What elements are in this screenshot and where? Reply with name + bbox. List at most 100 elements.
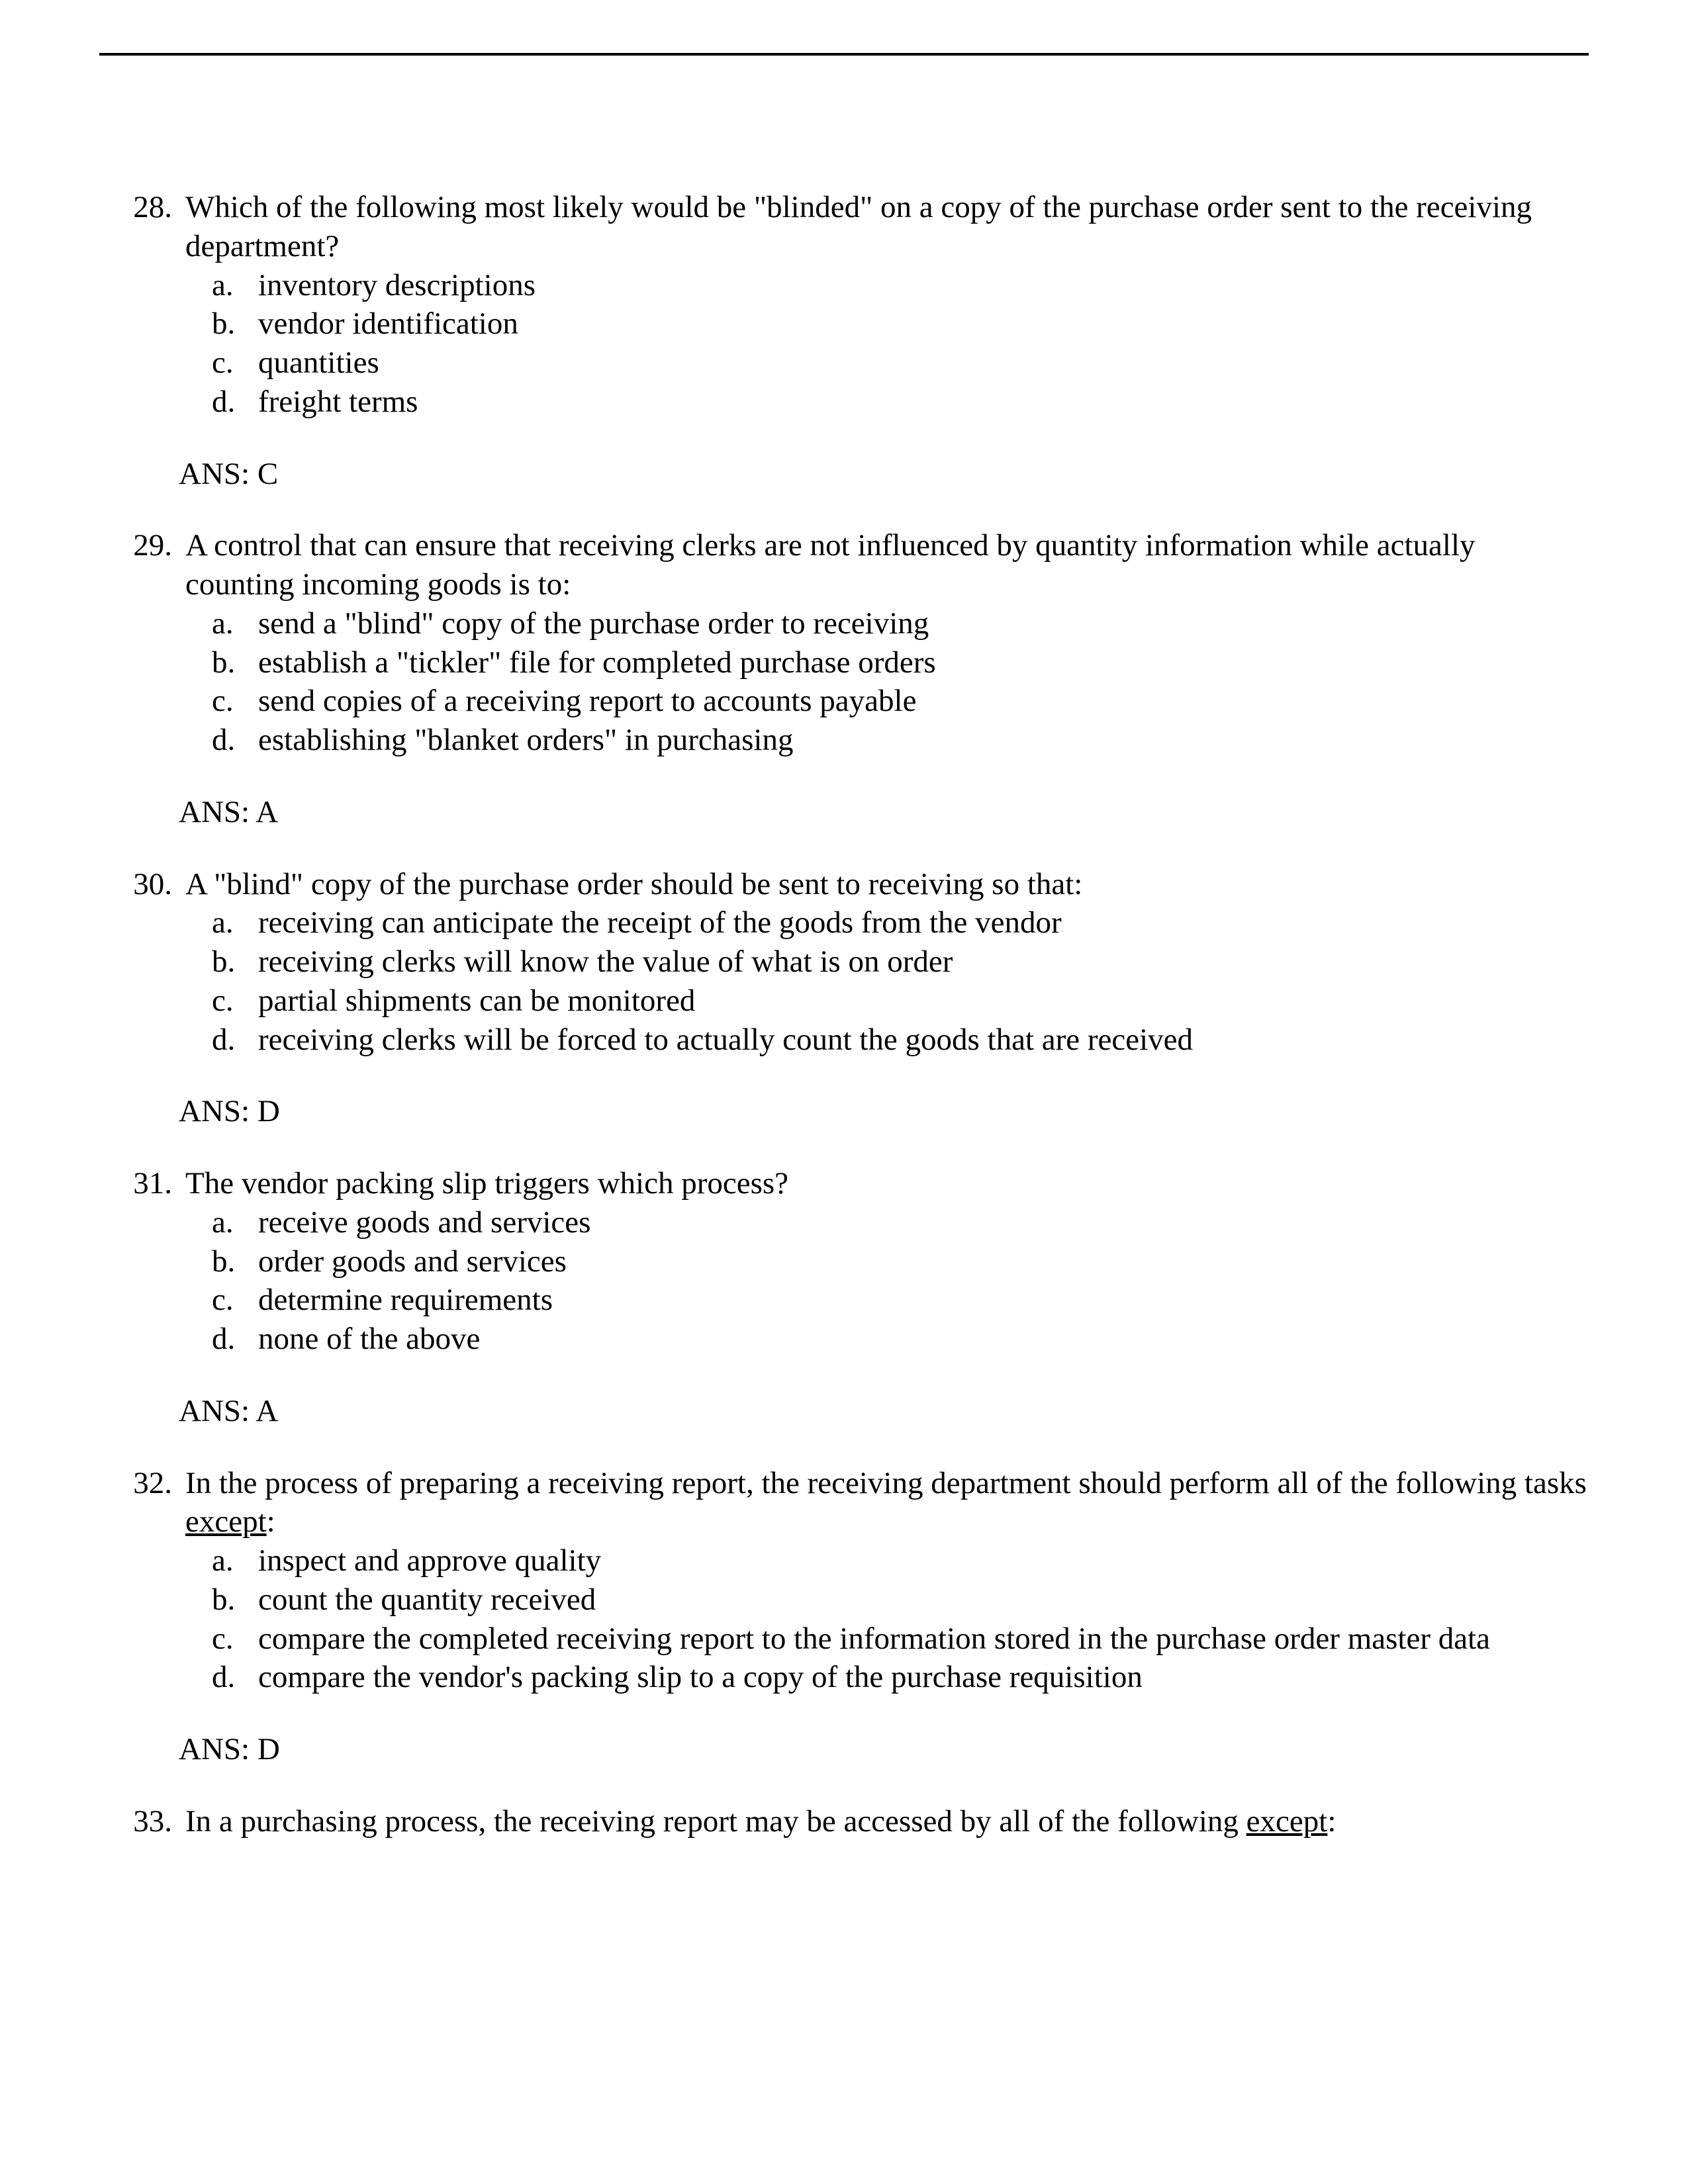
option-label: b. xyxy=(212,1580,258,1619)
question-row: 30. A "blind" copy of the purchase order… xyxy=(99,865,1589,904)
option-text: compare the vendor's packing slip to a c… xyxy=(258,1658,1589,1697)
option-text: quantities xyxy=(258,343,1589,383)
question-text-underline: except xyxy=(1246,1804,1328,1839)
question-number: 32. xyxy=(99,1464,185,1503)
answer-value: A xyxy=(256,1394,278,1428)
option-label: a. xyxy=(212,903,258,942)
question-28: 28. Which of the following most likely w… xyxy=(99,188,1589,493)
option-label: b. xyxy=(212,304,258,343)
option-label: c. xyxy=(212,682,258,721)
option-c: c. compare the completed receiving repor… xyxy=(212,1619,1589,1659)
answer-line: ANS: A xyxy=(179,793,1589,832)
option-text: establishing "blanket orders" in purchas… xyxy=(258,721,1589,760)
option-d: d. establishing "blanket orders" in purc… xyxy=(212,721,1589,760)
option-label: b. xyxy=(212,1242,258,1281)
option-label: b. xyxy=(212,643,258,682)
option-label: c. xyxy=(212,1619,258,1659)
option-label: d. xyxy=(212,721,258,760)
option-a: a. send a "blind" copy of the purchase o… xyxy=(212,604,1589,643)
option-label: c. xyxy=(212,343,258,383)
answer-value: D xyxy=(258,1094,280,1128)
answer-value: C xyxy=(258,457,278,491)
question-text-post: : xyxy=(267,1504,275,1539)
answer-prefix: ANS: xyxy=(179,1732,258,1766)
option-c: c. quantities xyxy=(212,343,1589,383)
question-row: 28. Which of the following most likely w… xyxy=(99,188,1589,266)
answer-line: ANS: C xyxy=(179,455,1589,494)
answer-line: ANS: D xyxy=(179,1730,1589,1769)
question-row: 32. In the process of preparing a receiv… xyxy=(99,1464,1589,1542)
option-text: send copies of a receiving report to acc… xyxy=(258,682,1589,721)
options-list: a. send a "blind" copy of the purchase o… xyxy=(212,604,1589,760)
question-31: 31. The vendor packing slip triggers whi… xyxy=(99,1164,1589,1431)
option-text: inventory descriptions xyxy=(258,266,1589,305)
option-text: order goods and services xyxy=(258,1242,1589,1281)
options-list: a. receive goods and services b. order g… xyxy=(212,1203,1589,1359)
top-rule xyxy=(99,53,1589,56)
option-label: b. xyxy=(212,942,258,981)
answer-prefix: ANS: xyxy=(179,457,258,491)
question-text: Which of the following most likely would… xyxy=(185,188,1589,266)
option-label: d. xyxy=(212,383,258,422)
question-text-post: : xyxy=(1327,1804,1336,1839)
option-d: d. receiving clerks will be forced to ac… xyxy=(212,1021,1589,1060)
option-label: a. xyxy=(212,604,258,643)
option-text: send a "blind" copy of the purchase orde… xyxy=(258,604,1589,643)
option-b: b. count the quantity received xyxy=(212,1580,1589,1619)
option-label: d. xyxy=(212,1021,258,1060)
page-container: 28. Which of the following most likely w… xyxy=(0,0,1688,1974)
option-text: receive goods and services xyxy=(258,1203,1589,1242)
question-number: 33. xyxy=(99,1802,185,1841)
option-label: a. xyxy=(212,1203,258,1242)
option-text: vendor identification xyxy=(258,304,1589,343)
option-d: d. freight terms xyxy=(212,383,1589,422)
option-text: receiving clerks will know the value of … xyxy=(258,942,1589,981)
option-b: b. order goods and services xyxy=(212,1242,1589,1281)
option-text: receiving clerks will be forced to actua… xyxy=(258,1021,1589,1060)
question-text: The vendor packing slip triggers which p… xyxy=(185,1164,1589,1203)
option-text: count the quantity received xyxy=(258,1580,1589,1619)
question-33: 33. In a purchasing process, the receivi… xyxy=(99,1802,1589,1841)
option-b: b. receiving clerks will know the value … xyxy=(212,942,1589,981)
question-text: A "blind" copy of the purchase order sho… xyxy=(185,865,1589,904)
option-label: c. xyxy=(212,981,258,1021)
option-text: inspect and approve quality xyxy=(258,1541,1589,1580)
question-row: 31. The vendor packing slip triggers whi… xyxy=(99,1164,1589,1203)
question-text: In a purchasing process, the receiving r… xyxy=(185,1802,1589,1841)
option-c: c. determine requirements xyxy=(212,1281,1589,1320)
question-number: 28. xyxy=(99,188,185,227)
option-d: d. compare the vendor's packing slip to … xyxy=(212,1658,1589,1697)
option-text: receiving can anticipate the receipt of … xyxy=(258,903,1589,942)
options-list: a. inspect and approve quality b. count … xyxy=(212,1541,1589,1697)
answer-prefix: ANS: xyxy=(179,795,256,829)
option-text: compare the completed receiving report t… xyxy=(258,1619,1589,1659)
option-text: partial shipments can be monitored xyxy=(258,981,1589,1021)
option-text: freight terms xyxy=(258,383,1589,422)
options-list: a. inventory descriptions b. vendor iden… xyxy=(212,266,1589,422)
option-label: c. xyxy=(212,1281,258,1320)
question-text-underline: except xyxy=(185,1504,267,1539)
option-label: d. xyxy=(212,1658,258,1697)
answer-prefix: ANS: xyxy=(179,1094,258,1128)
option-d: d. none of the above xyxy=(212,1320,1589,1359)
answer-value: D xyxy=(258,1732,280,1766)
answer-line: ANS: A xyxy=(179,1392,1589,1431)
option-b: b. establish a "tickler" file for comple… xyxy=(212,643,1589,682)
option-text: establish a "tickler" file for completed… xyxy=(258,643,1589,682)
question-row: 33. In a purchasing process, the receivi… xyxy=(99,1802,1589,1841)
option-a: a. receiving can anticipate the receipt … xyxy=(212,903,1589,942)
options-list: a. receiving can anticipate the receipt … xyxy=(212,903,1589,1059)
question-text: A control that can ensure that receiving… xyxy=(185,526,1589,604)
option-label: a. xyxy=(212,1541,258,1580)
option-a: a. receive goods and services xyxy=(212,1203,1589,1242)
answer-line: ANS: D xyxy=(179,1092,1589,1131)
option-a: a. inventory descriptions xyxy=(212,266,1589,305)
option-text: none of the above xyxy=(258,1320,1589,1359)
option-a: a. inspect and approve quality xyxy=(212,1541,1589,1580)
option-c: c. partial shipments can be monitored xyxy=(212,981,1589,1021)
question-text-pre: In a purchasing process, the receiving r… xyxy=(185,1804,1246,1839)
option-c: c. send copies of a receiving report to … xyxy=(212,682,1589,721)
question-row: 29. A control that can ensure that recei… xyxy=(99,526,1589,604)
question-number: 29. xyxy=(99,526,185,565)
option-label: d. xyxy=(212,1320,258,1359)
